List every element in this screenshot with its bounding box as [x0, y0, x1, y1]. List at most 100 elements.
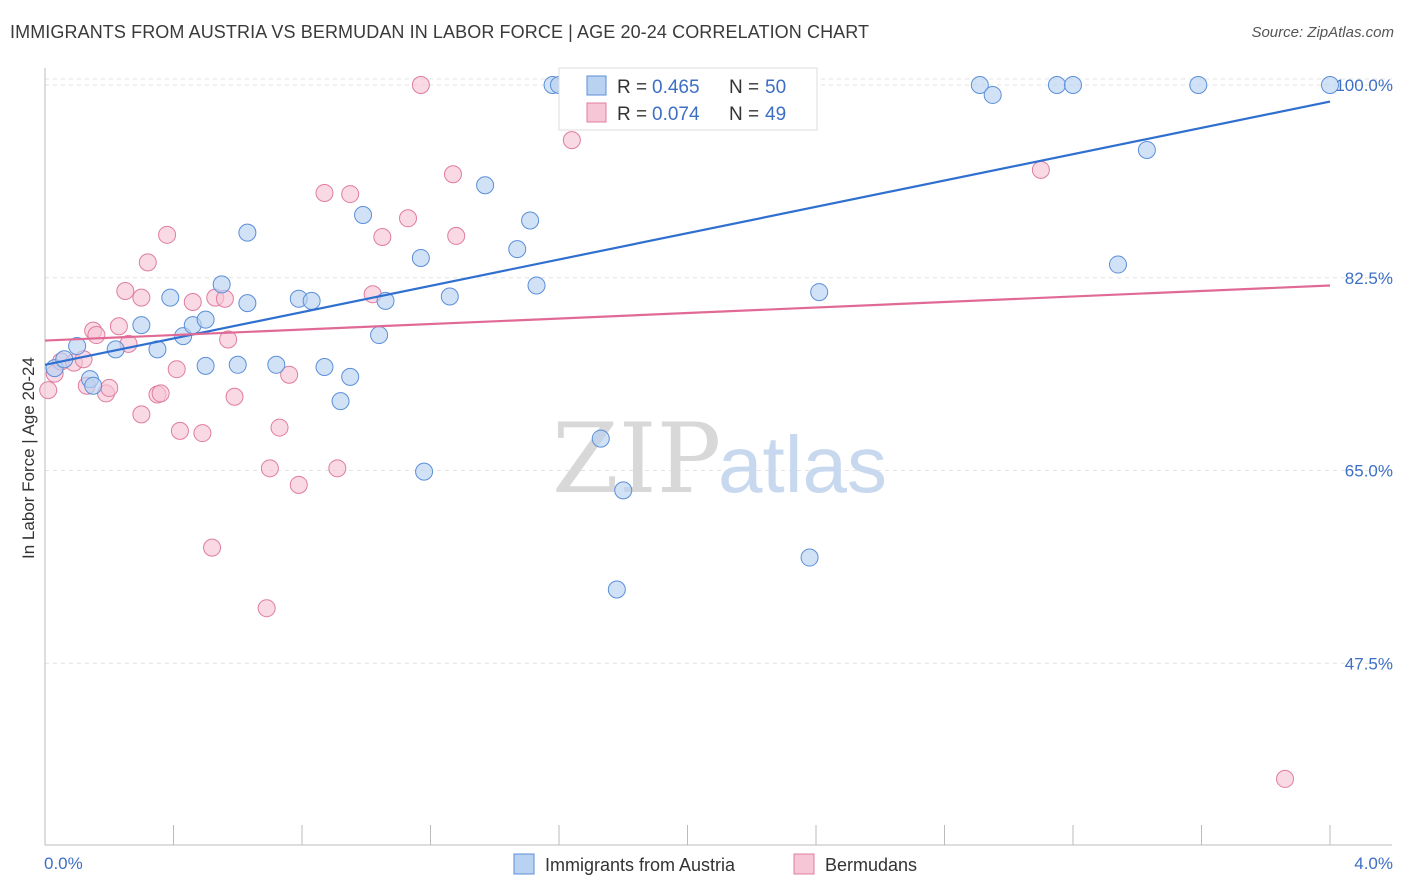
legend-r-value-1: 0.465 [652, 77, 700, 98]
point-austria [1047, 76, 1066, 95]
point-austria [315, 357, 334, 376]
y-tick-label: 100.0% [1335, 76, 1393, 95]
point-austria [238, 223, 257, 242]
point-austria [196, 310, 215, 329]
x-tick-label-min: 0.0% [44, 854, 83, 873]
bottom-legend-austria: Immigrants from Austria [545, 855, 736, 875]
trend-lines [44, 100, 1331, 366]
point-austria [341, 367, 360, 386]
point-austria [196, 356, 215, 375]
y-tick-labels: 47.5% 65.0% 82.5% 100.0% [1335, 76, 1393, 673]
point-bermudans [109, 317, 128, 336]
point-bermudans [315, 183, 334, 202]
point-austria [521, 211, 540, 230]
trend-line-bermudans [44, 284, 1331, 342]
point-bermudans [219, 330, 238, 349]
point-austria [331, 392, 350, 411]
point-austria [238, 294, 257, 313]
point-austria [68, 337, 87, 356]
point-austria [1108, 255, 1127, 274]
point-bermudans [260, 459, 279, 478]
legend-r-label-2: R = [617, 104, 647, 125]
point-bermudans [270, 418, 289, 437]
legend-r-value-2: 0.074 [652, 104, 700, 125]
bottom-legend-bermudans: Bermudans [825, 855, 917, 875]
point-bermudans [87, 326, 106, 345]
point-bermudans [562, 131, 581, 150]
point-bermudans [132, 288, 151, 307]
axes [44, 68, 1392, 846]
point-bermudans [443, 165, 462, 184]
point-austria [212, 275, 231, 294]
point-bermudans [399, 209, 418, 228]
grid-lines [45, 78, 1392, 664]
point-austria [1137, 141, 1156, 160]
legend-swatch-pink [586, 102, 607, 123]
y-axis-label: In Labor Force | Age 20-24 [19, 357, 38, 559]
x-tick-labels: 0.0% 4.0% [44, 854, 1393, 873]
point-bermudans [280, 365, 299, 384]
point-austria [800, 548, 819, 567]
point-bermudans [116, 281, 135, 300]
point-austria [508, 240, 527, 259]
point-bermudans [289, 475, 308, 494]
point-austria [970, 76, 989, 95]
legend-n-label-2: N = [729, 104, 759, 125]
point-bermudans [138, 253, 157, 272]
point-bermudans [341, 185, 360, 204]
data-points [39, 76, 1339, 788]
point-bermudans [167, 360, 186, 379]
chart-source: Source: ZipAtlas.com [1251, 24, 1394, 41]
point-austria [1189, 76, 1208, 95]
point-bermudans [100, 378, 119, 397]
point-bermudans [328, 459, 347, 478]
point-bermudans [158, 225, 177, 244]
point-bermudans [447, 226, 466, 245]
point-bermudans [411, 76, 430, 95]
point-austria [161, 288, 180, 307]
point-bermudans [151, 384, 170, 403]
correlation-legend: R = 0.465 N = 50 R = 0.074 N = 49 [558, 67, 818, 131]
point-austria [1064, 76, 1082, 95]
point-austria [591, 429, 610, 448]
point-bermudans [193, 424, 212, 443]
y-tick-label: 65.0% [1345, 462, 1393, 481]
point-bermudans [1031, 160, 1050, 179]
point-bermudans [183, 293, 202, 312]
point-austria [302, 291, 321, 310]
point-austria [607, 580, 626, 599]
x-tick-label-max: 4.0% [1354, 854, 1393, 873]
point-bermudans [203, 538, 222, 557]
legend-n-value-1: 50 [765, 77, 786, 98]
point-austria [354, 205, 373, 224]
point-austria [614, 481, 633, 500]
point-austria [411, 248, 430, 267]
point-austria [84, 376, 103, 395]
watermark: ZIP atlas [552, 403, 887, 515]
point-austria [810, 283, 829, 302]
bottom-legend-swatch-austria [513, 853, 535, 875]
bottom-legend-swatch-bermudans [793, 853, 815, 875]
point-bermudans [1276, 769, 1295, 788]
point-austria [228, 355, 247, 374]
point-austria [527, 276, 546, 295]
point-bermudans [132, 405, 151, 424]
point-austria [267, 355, 286, 374]
legend-n-label-1: N = [729, 77, 759, 98]
point-austria [132, 316, 151, 335]
watermark-zip: ZIP [552, 403, 721, 515]
point-bermudans [39, 381, 58, 400]
series-legend: Immigrants from Austria Bermudans [513, 853, 917, 875]
legend-n-value-2: 49 [765, 104, 786, 125]
legend-r-label-1: R = [617, 77, 647, 98]
point-bermudans [225, 387, 244, 406]
y-tick-label: 47.5% [1345, 654, 1393, 673]
watermark-atlas: atlas [718, 420, 887, 509]
point-austria [440, 287, 459, 306]
point-bermudans [170, 421, 189, 440]
trend-line-austria [44, 100, 1331, 366]
y-tick-label: 82.5% [1345, 269, 1393, 288]
chart-title: IMMIGRANTS FROM AUSTRIA VS BERMUDAN IN L… [10, 22, 870, 42]
legend-swatch-blue [586, 75, 607, 96]
